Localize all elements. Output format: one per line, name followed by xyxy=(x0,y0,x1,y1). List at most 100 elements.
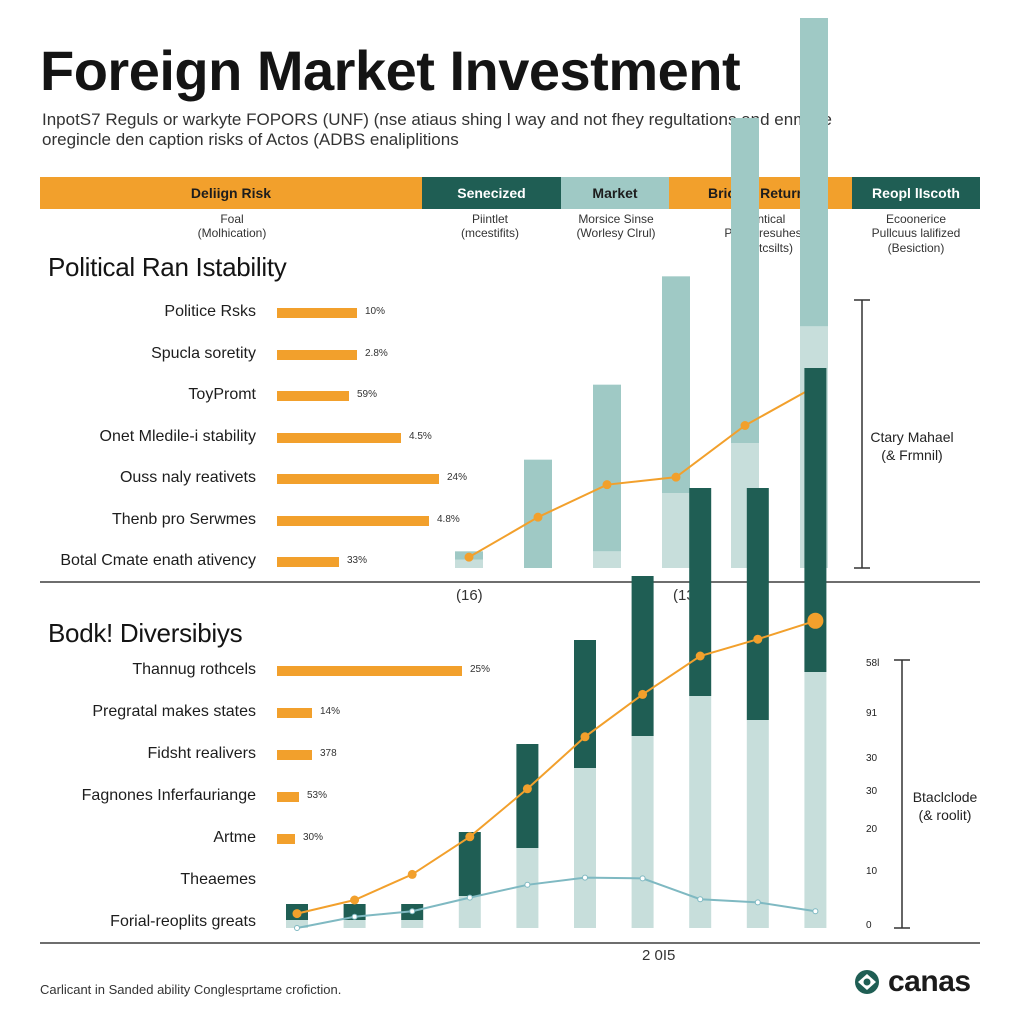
political-risk-bar xyxy=(277,432,401,443)
diversity-secondary-point xyxy=(409,908,416,915)
political-bar-upper xyxy=(662,276,690,493)
political-risk-label: Onet Mledile-i stability xyxy=(99,427,257,445)
diversity-secondary-point xyxy=(294,925,300,931)
diversity-bar-lower xyxy=(458,896,481,928)
band-sub-market: Morsice Sinse (Worlesy Clrul) xyxy=(576,212,656,241)
diversity-baseline-rule xyxy=(40,942,980,944)
diversity-trend-point xyxy=(292,909,302,919)
diversity-bar-upper xyxy=(689,488,712,696)
political-risk-value-label: 33% xyxy=(347,555,368,566)
political-trend-point xyxy=(740,421,750,430)
diversity-trend-point xyxy=(465,832,475,842)
political-risk-value-label: 4.8% xyxy=(437,513,460,525)
diversity-y-tick: 30 xyxy=(866,786,878,797)
diversity-label: Thannug rothcels xyxy=(132,661,256,678)
political-risk-bar xyxy=(277,557,339,567)
diversity-secondary-point xyxy=(351,913,358,920)
band-cell-senecized: Senecized xyxy=(422,177,561,209)
diversity-secondary-line xyxy=(296,876,816,929)
diversity-bar-lower xyxy=(286,920,308,928)
political-risk-label: Botal Cmate enath ativency xyxy=(60,552,256,569)
political-risk-value-label: 59% xyxy=(357,389,378,400)
diversity-y-tick: 10 xyxy=(866,866,878,877)
band-cell-design-risk: Deliign Risk xyxy=(40,177,422,209)
diversity-trend-point xyxy=(350,895,360,905)
diversity-bar-upper xyxy=(804,368,827,672)
diversity-bar-upper xyxy=(746,488,769,720)
diversity-value-label: 30% xyxy=(303,832,324,843)
political-risk-value-label: 4.5% xyxy=(409,430,432,442)
diversity-label: Forial-reoplits greats xyxy=(110,913,256,930)
diversity-secondary-point xyxy=(639,875,646,882)
band-cell-market: Market xyxy=(561,177,669,209)
diversity-bar-upper xyxy=(631,576,654,736)
diversity-bar-lower xyxy=(631,736,654,928)
section-title-diversity: Bodk! Diversibiys xyxy=(48,618,243,648)
diversity-y-tick: 91 xyxy=(866,708,878,719)
diversity-trend-line xyxy=(296,619,816,915)
political-risk-bar xyxy=(277,349,357,360)
band-sub-senecized: Piintlet (mcestifits) xyxy=(461,212,519,241)
diversity-secondary-point xyxy=(754,899,761,906)
diversity-value-label: 25% xyxy=(470,664,491,675)
footer-note: Carlicant in Sanded ability Conglesprtam… xyxy=(40,982,342,997)
diversity-trend-point xyxy=(807,612,824,629)
political-risk-label: Ouss naly reativets xyxy=(119,469,256,486)
political-risk-bar xyxy=(277,308,357,318)
political-risk-value-label: 10% xyxy=(365,306,386,317)
political-bar-upper xyxy=(593,384,621,552)
diversity-bar xyxy=(277,666,462,676)
diversity-trend-point xyxy=(580,732,590,742)
political-x-label-1: (16) xyxy=(456,587,483,604)
diversity-bar-lower xyxy=(343,920,366,928)
diversity-bar xyxy=(277,834,295,844)
political-trend-line xyxy=(468,386,815,559)
diversity-value-label: 14% xyxy=(320,706,341,717)
diversity-value-label: 378 xyxy=(320,748,337,759)
diversity-bar-lower xyxy=(574,768,596,928)
diversity-bar-upper xyxy=(516,744,539,848)
diversity-trend-point xyxy=(522,784,532,794)
diversity-label: Artme xyxy=(213,829,256,846)
diversity-label: Pregratal makes states xyxy=(92,703,256,720)
section-title-political: Political Ran Istability xyxy=(48,252,287,282)
diversity-side-label: Btaclclode (& roolit) xyxy=(912,789,978,824)
diversity-x-label: 2 0I5 xyxy=(642,947,676,964)
political-risk-label: Spucla soretity xyxy=(151,344,256,362)
diversity-y-tick: 0 xyxy=(866,920,872,931)
political-risk-bar xyxy=(277,474,439,484)
diversity-bar-lower xyxy=(804,672,827,928)
political-bar-lower xyxy=(662,493,690,568)
diversity-bar-lower xyxy=(516,848,539,928)
political-bar-upper xyxy=(731,118,759,443)
diversity-secondary-point xyxy=(812,908,819,915)
subtitle-line-1: InpotS7 Reguls or warkyte FOPORS (UNF) (… xyxy=(42,110,832,129)
diversity-trend-point xyxy=(407,869,417,879)
diversity-secondary-point xyxy=(697,896,704,903)
political-trend-point xyxy=(533,512,543,522)
diversity-y-tick: 30 xyxy=(866,753,878,764)
diversity-trend-point xyxy=(695,651,705,661)
political-trend-point xyxy=(671,472,681,482)
diversity-label: Fagnones Inferfauriange xyxy=(81,787,256,804)
brand-mark-icon xyxy=(855,970,879,994)
band-cell-reopl-lscoth: Reopl lIscoth xyxy=(852,177,980,209)
political-risk-bar xyxy=(277,515,429,526)
political-side-label: Ctary Mahael (& Frmnil) xyxy=(870,429,954,464)
political-bar-lower xyxy=(455,559,483,568)
diversity-value-label: 53% xyxy=(307,790,328,801)
diversity-bar xyxy=(277,750,312,760)
diversity-bar xyxy=(277,708,312,718)
political-bar-lower xyxy=(593,551,621,568)
diversity-bar-upper xyxy=(574,640,596,768)
diversity-secondary-point xyxy=(466,894,473,901)
diversity-bar-lower xyxy=(746,720,769,928)
political-risk-value-label: 2.8% xyxy=(365,347,388,359)
band-sub-reopl-lscoth: Ecoonerice Pullcuus lalifized (Besiction… xyxy=(871,212,961,255)
brand-name: canas xyxy=(888,965,971,998)
political-baseline-rule xyxy=(40,581,980,583)
political-bar-upper xyxy=(800,18,828,327)
diversity-label: Theaemes xyxy=(180,871,256,888)
diversity-secondary-point xyxy=(582,874,588,881)
